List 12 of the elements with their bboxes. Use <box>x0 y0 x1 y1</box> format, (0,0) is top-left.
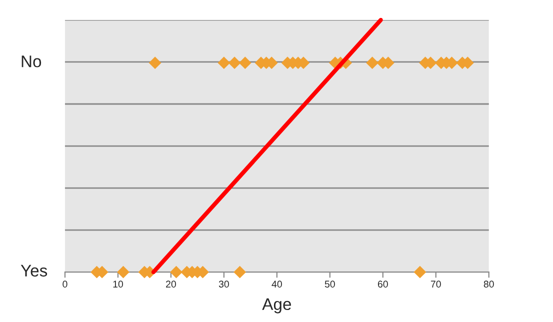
x-tick-label: 10 <box>113 280 123 288</box>
x-tick-label: 60 <box>378 280 388 288</box>
x-tick-label: 30 <box>218 280 229 288</box>
x-tick-label: 20 <box>166 280 176 288</box>
x-tick-label: 50 <box>324 280 335 288</box>
text: Yes <box>20 264 48 277</box>
x-tick-label: 0 <box>62 280 68 288</box>
x-tick-label: 40 <box>272 280 282 288</box>
x-tick-label: 70 <box>430 280 441 288</box>
text: No <box>22 56 42 68</box>
x-axis-title: Age <box>262 298 291 314</box>
x-tick-label: 80 <box>484 280 494 288</box>
